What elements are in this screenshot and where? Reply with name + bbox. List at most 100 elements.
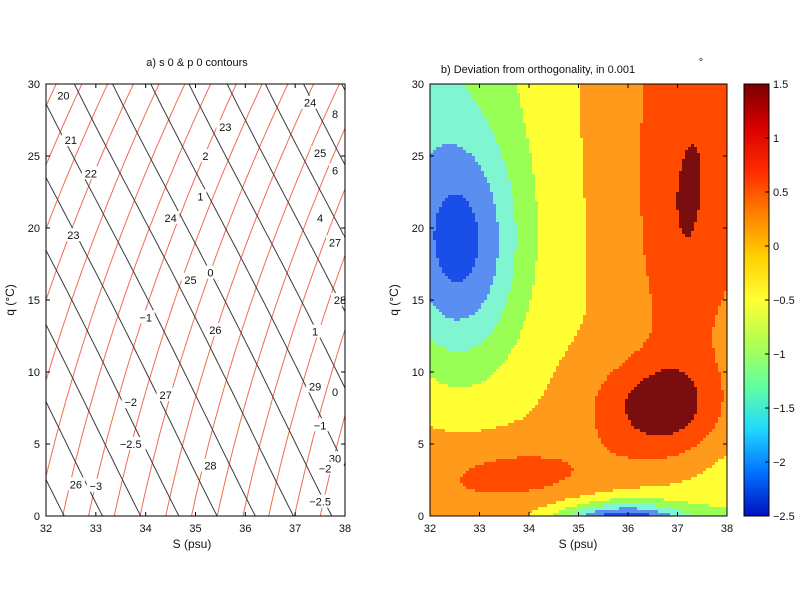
heatmap-cell xyxy=(481,225,485,229)
heatmap-cell xyxy=(478,249,482,253)
heatmap-cell xyxy=(430,441,434,445)
heatmap-cell xyxy=(436,507,440,511)
heatmap-cell xyxy=(514,510,518,514)
heatmap-cell xyxy=(514,402,518,406)
heatmap-cell xyxy=(523,477,527,481)
heatmap-cell xyxy=(445,354,449,358)
heatmap-cell xyxy=(433,366,437,370)
heatmap-cell xyxy=(430,438,434,442)
heatmap-cell xyxy=(481,345,485,349)
heatmap-cell xyxy=(436,147,440,151)
heatmap-cell xyxy=(448,207,452,211)
heatmap-cell xyxy=(514,417,518,421)
heatmap-cell xyxy=(469,429,473,433)
heatmap-cell xyxy=(511,369,515,373)
heatmap-cell xyxy=(526,444,530,448)
heatmap-cell xyxy=(448,333,452,337)
heatmap-cell xyxy=(496,168,500,172)
heatmap-cell xyxy=(451,150,455,154)
heatmap-cell xyxy=(466,510,470,514)
heatmap-cell xyxy=(517,159,521,163)
heatmap-cell xyxy=(490,408,494,412)
heatmap-cell xyxy=(523,99,527,103)
heatmap-cell xyxy=(493,165,497,169)
heatmap-cell xyxy=(508,414,512,418)
heatmap-cell xyxy=(487,513,491,516)
heatmap-cell xyxy=(481,450,485,454)
heatmap-cell xyxy=(454,273,458,277)
heatmap-cell xyxy=(511,258,515,262)
heatmap-cell xyxy=(457,507,461,511)
heatmap-cell xyxy=(505,294,509,298)
heatmap-cell xyxy=(439,405,443,409)
heatmap-cell xyxy=(439,270,443,274)
heatmap-cell xyxy=(490,318,494,322)
heatmap-cell xyxy=(451,174,455,178)
heatmap-cell xyxy=(454,423,458,427)
heatmap-cell xyxy=(490,117,494,121)
heatmap-cell xyxy=(430,147,434,151)
heatmap-cell xyxy=(508,210,512,214)
heatmap-cell xyxy=(517,486,521,490)
heatmap-cell xyxy=(475,249,479,253)
heatmap-cell xyxy=(502,105,506,109)
heatmap-cell xyxy=(499,168,503,172)
heatmap-cell xyxy=(505,282,509,286)
heatmap-cell xyxy=(463,324,467,328)
heatmap-cell xyxy=(523,270,527,274)
heatmap-cell xyxy=(442,423,446,427)
heatmap-cell xyxy=(463,165,467,169)
heatmap-cell xyxy=(475,225,479,229)
heatmap-cell xyxy=(439,420,443,424)
heatmap-cell xyxy=(520,330,524,334)
sigma-contour-line xyxy=(294,328,345,516)
heatmap-cell xyxy=(490,441,494,445)
heatmap-cell xyxy=(454,87,458,91)
heatmap-cell xyxy=(454,306,458,310)
heatmap-cell xyxy=(472,186,476,190)
heatmap-cell xyxy=(442,444,446,448)
heatmap-cell xyxy=(433,267,437,271)
heatmap-cell xyxy=(457,381,461,385)
heatmap-cell xyxy=(442,276,446,280)
heatmap-cell xyxy=(442,489,446,493)
heatmap-cell xyxy=(490,300,494,304)
heatmap-cell xyxy=(442,99,446,103)
heatmap-cell xyxy=(517,441,521,445)
heatmap-cell xyxy=(490,387,494,391)
heatmap-cell xyxy=(481,393,485,397)
heatmap-cell xyxy=(478,90,482,94)
heatmap-cell xyxy=(523,480,527,484)
heatmap-cell xyxy=(445,237,449,241)
heatmap-cell xyxy=(451,129,455,133)
heatmap-cell xyxy=(502,243,506,247)
heatmap-cell xyxy=(460,471,464,475)
heatmap-cell xyxy=(439,480,443,484)
heatmap-cell xyxy=(460,291,464,295)
heatmap-cell xyxy=(451,420,455,424)
heatmap-cell xyxy=(439,291,443,295)
heatmap-cell xyxy=(436,186,440,190)
heatmap-cell xyxy=(496,414,500,418)
heatmap-cell xyxy=(505,321,509,325)
heatmap-cell xyxy=(481,426,485,430)
heatmap-cell xyxy=(439,489,443,493)
heatmap-cell xyxy=(460,267,464,271)
heatmap-cell xyxy=(493,156,497,160)
heatmap-cell xyxy=(508,174,512,178)
heatmap-cell xyxy=(520,492,524,496)
heatmap-cell xyxy=(517,411,521,415)
heatmap-cell xyxy=(505,288,509,292)
heatmap-cell xyxy=(520,195,524,199)
heatmap-cell xyxy=(466,354,470,358)
heatmap-cell xyxy=(439,264,443,268)
heatmap-cell xyxy=(460,450,464,454)
heatmap-cell xyxy=(481,276,485,280)
heatmap-cell xyxy=(514,381,518,385)
heatmap-cell xyxy=(463,366,467,370)
heatmap-cell xyxy=(460,168,464,172)
heatmap-cell xyxy=(430,327,434,331)
heatmap-cell xyxy=(478,186,482,190)
heatmap-cell xyxy=(529,108,533,112)
heatmap-cell xyxy=(526,471,530,475)
